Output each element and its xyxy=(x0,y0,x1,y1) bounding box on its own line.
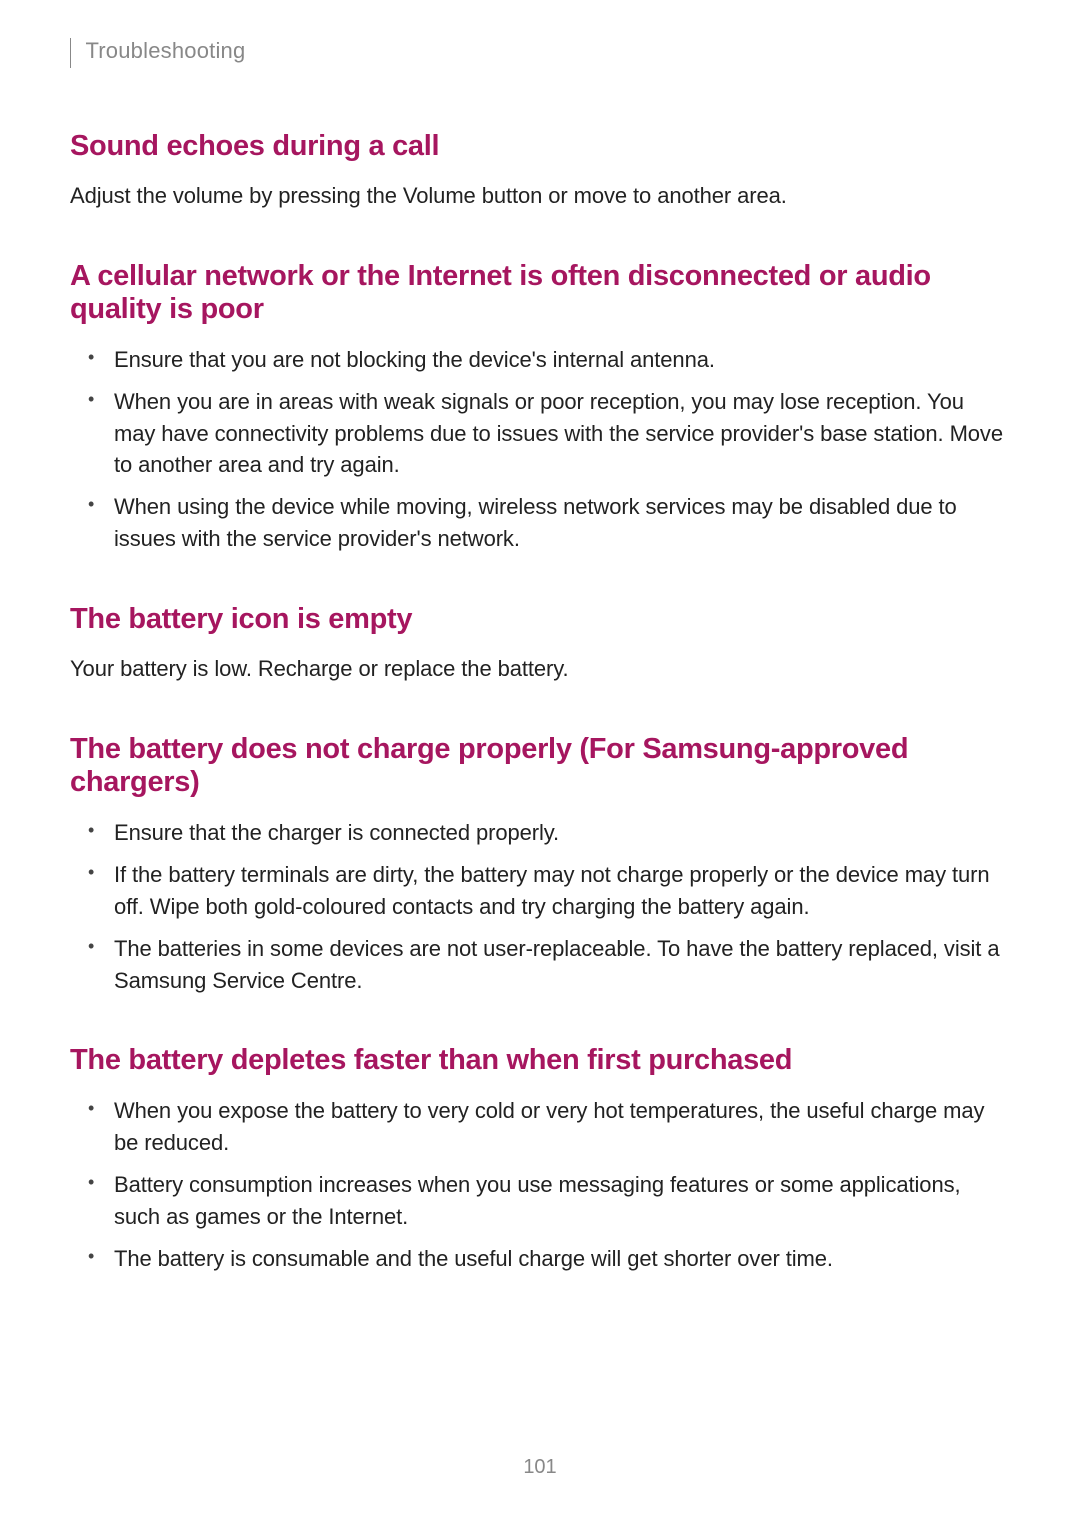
list-item: Ensure that the charger is connected pro… xyxy=(114,817,1010,849)
breadcrumb-text: Troubleshooting xyxy=(85,38,245,63)
list-item: The batteries in some devices are not us… xyxy=(114,933,1010,997)
section-heading: The battery depletes faster than when fi… xyxy=(70,1044,1010,1077)
bullet-list: Ensure that you are not blocking the dev… xyxy=(70,344,1010,555)
section-network-disconnected: A cellular network or the Internet is of… xyxy=(70,260,1010,555)
section-body-text: Your battery is low. Recharge or replace… xyxy=(70,654,1010,685)
header-marker-line xyxy=(70,38,71,68)
list-item: Ensure that you are not blocking the dev… xyxy=(114,344,1010,376)
list-item: The battery is consumable and the useful… xyxy=(114,1243,1010,1275)
list-item: When using the device while moving, wire… xyxy=(114,491,1010,555)
list-item: Battery consumption increases when you u… xyxy=(114,1169,1010,1233)
section-battery-depletes: The battery depletes faster than when fi… xyxy=(70,1044,1010,1274)
header-section: Troubleshooting xyxy=(70,38,1010,68)
section-sound-echoes: Sound echoes during a call Adjust the vo… xyxy=(70,130,1010,212)
page-container: Troubleshooting Sound echoes during a ca… xyxy=(0,0,1080,1363)
section-heading: A cellular network or the Internet is of… xyxy=(70,260,1010,326)
list-item: When you expose the battery to very cold… xyxy=(114,1095,1010,1159)
section-battery-empty: The battery icon is empty Your battery i… xyxy=(70,603,1010,685)
section-heading: Sound echoes during a call xyxy=(70,130,1010,163)
bullet-list: When you expose the battery to very cold… xyxy=(70,1095,1010,1274)
list-item: When you are in areas with weak signals … xyxy=(114,386,1010,482)
list-item: If the battery terminals are dirty, the … xyxy=(114,859,1010,923)
page-number: 101 xyxy=(0,1456,1080,1479)
section-battery-charge: The battery does not charge properly (Fo… xyxy=(70,733,1010,996)
section-heading: The battery does not charge properly (Fo… xyxy=(70,733,1010,799)
bullet-list: Ensure that the charger is connected pro… xyxy=(70,817,1010,996)
section-heading: The battery icon is empty xyxy=(70,603,1010,636)
section-body-text: Adjust the volume by pressing the Volume… xyxy=(70,181,1010,212)
